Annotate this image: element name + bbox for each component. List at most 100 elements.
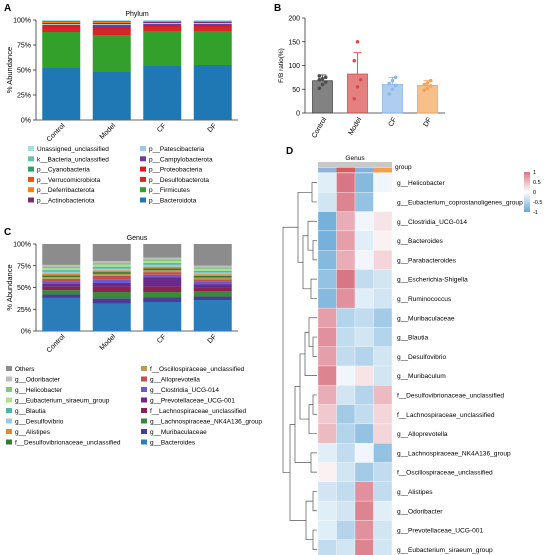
legend-label: f__Desulfovibrionaceae_unclassified bbox=[15, 440, 121, 447]
y-tick-label: 50 bbox=[292, 87, 300, 94]
bar-segment bbox=[143, 263, 182, 265]
heatmap-cell bbox=[317, 211, 337, 232]
y-tick-label: 150 bbox=[288, 39, 300, 46]
bar-segment bbox=[143, 297, 182, 302]
dendrogram-branch bbox=[310, 452, 317, 473]
legend-label: p__Deferribacterota bbox=[37, 187, 95, 194]
y-tick-label: 50% bbox=[17, 68, 31, 75]
heatmap-cell bbox=[336, 539, 356, 555]
bar-segment bbox=[92, 25, 131, 27]
heatmap-cell bbox=[373, 404, 393, 425]
heatmap-cell bbox=[373, 250, 393, 270]
bar-segment bbox=[42, 23, 81, 24]
mean-bar bbox=[347, 73, 368, 114]
legend-label: g__Prevotellaceae_UCG-001 bbox=[150, 398, 235, 405]
heatmap-cell bbox=[354, 288, 374, 309]
y-tick-label: 25% bbox=[17, 307, 31, 314]
heatmap-cell bbox=[354, 385, 374, 405]
legend-label: g__Muribaculaceae bbox=[150, 429, 207, 436]
color-scale-bar bbox=[524, 172, 530, 212]
color-scale-label: 0.5 bbox=[533, 180, 541, 186]
legend-label: p__Patescibacteria bbox=[149, 146, 205, 153]
bar-segment bbox=[42, 286, 81, 291]
y-tick-label: 100% bbox=[13, 18, 31, 25]
y-tick-label: 0% bbox=[21, 118, 31, 125]
legend-label: p__Campylobacterota bbox=[149, 156, 213, 163]
heatmap-cell bbox=[336, 520, 356, 540]
bar-segment bbox=[42, 277, 81, 279]
y-tick-label: 75% bbox=[17, 263, 31, 270]
heatmap-row-label: g__Lachnospiraceae_NK4A136_group bbox=[397, 450, 511, 457]
bar-segment bbox=[193, 21, 232, 22]
bar-segment bbox=[143, 274, 182, 278]
bar-segment bbox=[92, 282, 131, 287]
bar-segment bbox=[143, 261, 182, 264]
heatmap-cell bbox=[317, 269, 337, 289]
legend-label: Unassigned_unclassified bbox=[37, 146, 109, 153]
bar-segment bbox=[193, 291, 232, 297]
heatmap-cell bbox=[373, 520, 393, 540]
heatmap-cell bbox=[373, 462, 393, 482]
bar-segment bbox=[193, 65, 232, 120]
dendrogram-branch bbox=[307, 220, 317, 251]
heatmap-cell bbox=[336, 385, 356, 405]
bar-segment bbox=[42, 24, 81, 25]
heatmap-cell bbox=[317, 404, 337, 425]
bar-segment bbox=[42, 264, 81, 267]
group-annotation-cell bbox=[318, 167, 337, 173]
bar-segment bbox=[193, 270, 232, 273]
bar-segment bbox=[143, 22, 182, 23]
y-tick-label: 75% bbox=[17, 43, 31, 50]
legend-label: g__Helicobacter bbox=[15, 387, 63, 394]
heatmap-row-label: g__Escherichia-Shigella bbox=[397, 277, 468, 284]
legend-label: Others bbox=[15, 366, 35, 373]
data-point bbox=[387, 92, 392, 96]
heatmap-cell bbox=[317, 462, 337, 482]
bar-segment bbox=[92, 266, 131, 269]
heatmap-row-label: g__Helicobacter bbox=[397, 180, 445, 187]
legend-swatch bbox=[140, 156, 146, 162]
bar-segment bbox=[92, 22, 131, 23]
bar-segment bbox=[92, 298, 131, 304]
bar-segment bbox=[143, 292, 182, 298]
legend-swatch bbox=[28, 176, 34, 182]
data-point bbox=[422, 82, 427, 87]
bar-segment bbox=[193, 31, 232, 65]
bar-segment bbox=[92, 30, 131, 35]
heatmap-cell bbox=[317, 288, 337, 309]
heatmap-cell bbox=[336, 211, 356, 232]
legend-swatch bbox=[6, 429, 12, 434]
heatmap-cell bbox=[336, 404, 356, 425]
heatmap-cell bbox=[354, 269, 374, 289]
y-tick-label: 200 bbox=[288, 16, 300, 23]
heatmap-row-label: g__Alistipes bbox=[397, 489, 433, 496]
heatmap-cell bbox=[336, 172, 356, 193]
data-point bbox=[320, 77, 325, 81]
bar-segment bbox=[143, 266, 182, 269]
heatmap-cell bbox=[354, 327, 374, 347]
heatmap-cell bbox=[336, 307, 356, 328]
bar-segment bbox=[92, 20, 131, 21]
heatmap-cell bbox=[317, 172, 337, 193]
legend-swatch bbox=[6, 408, 12, 413]
legend-swatch bbox=[141, 439, 147, 445]
bar-segment bbox=[143, 264, 182, 267]
bar-segment bbox=[92, 21, 131, 22]
heatmap-row-label: g__Blautia bbox=[397, 335, 428, 342]
heatmap-cell bbox=[373, 539, 393, 555]
group-annotation-cell bbox=[355, 167, 374, 173]
bar-segment bbox=[42, 21, 81, 22]
group-annotation-cell bbox=[373, 167, 392, 173]
y-tick-label: 25% bbox=[17, 93, 31, 100]
bar-segment bbox=[42, 266, 81, 269]
heatmap-cell bbox=[354, 307, 374, 328]
heatmap-row-label: f__Oscillospiraceae_unclassified bbox=[397, 470, 493, 477]
legend-swatch bbox=[6, 439, 12, 445]
legend-swatch bbox=[141, 429, 147, 434]
legend-swatch bbox=[28, 166, 34, 172]
heatmap-cell bbox=[354, 211, 374, 232]
data-point bbox=[393, 83, 398, 88]
legend-label: g__Odoribacter bbox=[15, 377, 61, 384]
bar-segment bbox=[42, 271, 81, 274]
bar-segment bbox=[143, 286, 182, 293]
